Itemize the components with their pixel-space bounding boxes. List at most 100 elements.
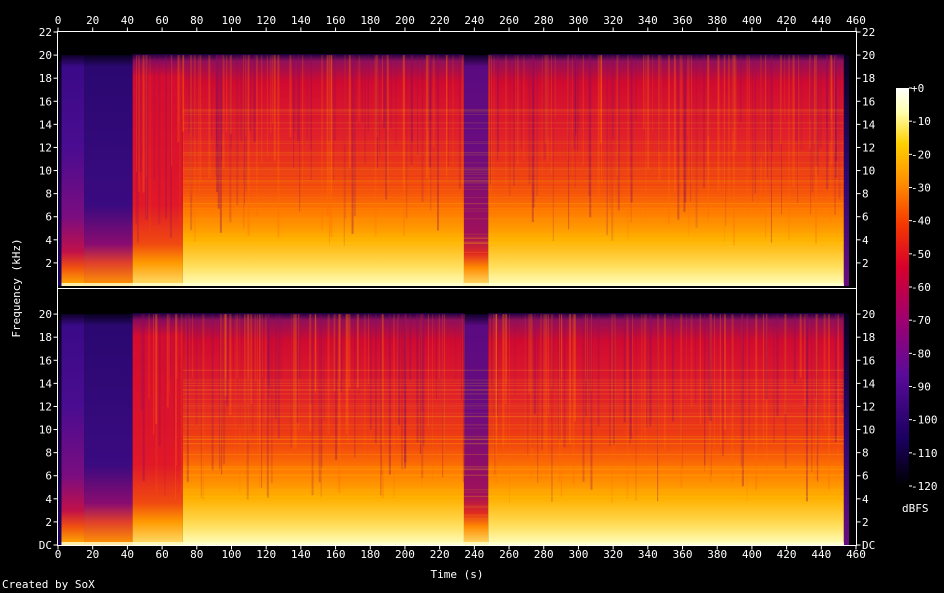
- texture-streak: [815, 55, 818, 245]
- texture-streak: [145, 55, 148, 177]
- texture-streak: [508, 314, 510, 503]
- texture-streak: [827, 314, 830, 490]
- texture-streak: [657, 314, 659, 502]
- x-tick-label-bottom: 300: [568, 548, 588, 561]
- texture-streak: [254, 55, 256, 124]
- texture-streak: [494, 314, 496, 475]
- texture-streak: [709, 314, 712, 483]
- y-axis-label: Frequency (kHz): [10, 238, 23, 337]
- texture-streak: [578, 55, 580, 130]
- harmonic-band: [182, 141, 844, 143]
- texture-streak: [806, 314, 809, 408]
- texture-streak: [719, 314, 721, 448]
- texture-streak: [164, 314, 166, 497]
- x-tick-label-bottom: 160: [326, 548, 346, 561]
- y-tick-label-left: 16: [39, 95, 52, 108]
- harmonic-band: [182, 393, 844, 395]
- texture-streak: [543, 55, 546, 160]
- harmonic-band: [182, 416, 844, 418]
- texture-streak: [220, 314, 223, 470]
- texture-streak: [695, 55, 698, 228]
- y-tick-label-left: 8: [45, 447, 52, 460]
- x-tick-label-bottom: 20: [86, 548, 99, 561]
- texture-streak: [552, 314, 554, 390]
- texture-streak: [245, 55, 247, 137]
- texture-streak: [552, 55, 554, 242]
- texture-streak: [811, 55, 814, 193]
- texture-streak: [344, 55, 346, 145]
- texture-streak: [345, 314, 348, 434]
- low-frequency-floor: [61, 283, 844, 286]
- texture-streak: [197, 55, 200, 199]
- texture-streak: [541, 55, 543, 194]
- texture-streak: [609, 55, 611, 210]
- texture-streak: [541, 314, 543, 450]
- texture-streak: [397, 314, 399, 439]
- harmonic-band: [182, 393, 844, 395]
- texture-streak: [386, 55, 389, 203]
- x-tick-label-bottom: 120: [256, 548, 276, 561]
- texture-streak: [588, 55, 591, 196]
- texture-streak: [335, 314, 338, 460]
- texture-streak: [381, 314, 383, 476]
- texture-streak: [690, 314, 693, 408]
- texture-streak: [290, 314, 293, 448]
- texture-streak: [629, 314, 632, 445]
- texture-streak: [741, 314, 743, 410]
- texture-streak: [683, 55, 686, 213]
- texture-streak: [830, 55, 832, 120]
- texture-streak: [455, 314, 457, 380]
- texture-streak: [702, 55, 705, 188]
- texture-streak: [671, 314, 674, 422]
- texture-streak: [293, 55, 296, 132]
- texture-streak: [684, 55, 687, 203]
- harmonic-band: [182, 466, 844, 468]
- texture-streak: [446, 55, 448, 176]
- harmonic-band: [182, 177, 844, 179]
- texture-streak: [710, 314, 712, 386]
- y-tick-label-left: 12: [39, 141, 52, 154]
- texture-streak: [463, 314, 465, 477]
- texture-streak: [611, 314, 613, 504]
- harmonic-band: [182, 398, 844, 400]
- texture-streak: [243, 55, 245, 229]
- texture-streak: [841, 314, 844, 415]
- texture-streak: [533, 314, 536, 414]
- texture-streak: [416, 314, 418, 403]
- texture-streak: [590, 314, 592, 392]
- texture-streak: [252, 314, 254, 433]
- harmonic-band: [182, 251, 844, 253]
- texture-streak: [826, 55, 829, 190]
- channel-1-segment-quiet-intro: [61, 55, 85, 286]
- harmonic-band: [182, 506, 844, 508]
- colorbar-tick-label: -30: [911, 182, 931, 195]
- harmonic-band: [182, 514, 844, 516]
- texture-streak: [551, 314, 553, 503]
- y-tick-label-right: 12: [862, 400, 875, 413]
- texture-streak: [188, 314, 190, 472]
- channel-1-segment-silence: [58, 61, 62, 286]
- texture-streak: [799, 314, 802, 378]
- x-tick-label-bottom: 460: [846, 548, 866, 561]
- texture-streak: [381, 314, 384, 499]
- y-tick-label-right: 4: [862, 493, 869, 506]
- harmonic-band: [182, 122, 844, 124]
- texture-streak: [192, 314, 194, 378]
- texture-streak: [222, 55, 225, 169]
- texture-streak: [795, 55, 798, 143]
- texture-streak: [267, 314, 270, 386]
- texture-streak: [810, 55, 812, 119]
- x-tick-label-top: 340: [638, 14, 658, 27]
- texture-streak: [817, 314, 819, 482]
- harmonic-band: [182, 154, 844, 156]
- texture-streak: [658, 55, 661, 153]
- texture-streak: [707, 55, 709, 165]
- y-tick-label-right: 18: [862, 72, 875, 85]
- y-tick-label-left: 20: [39, 308, 52, 321]
- texture-streak: [492, 314, 494, 417]
- texture-streak: [493, 55, 495, 220]
- texture-streak: [273, 55, 276, 161]
- texture-streak: [797, 55, 799, 204]
- spectrogram-plots: [58, 32, 856, 545]
- texture-streak: [446, 55, 448, 182]
